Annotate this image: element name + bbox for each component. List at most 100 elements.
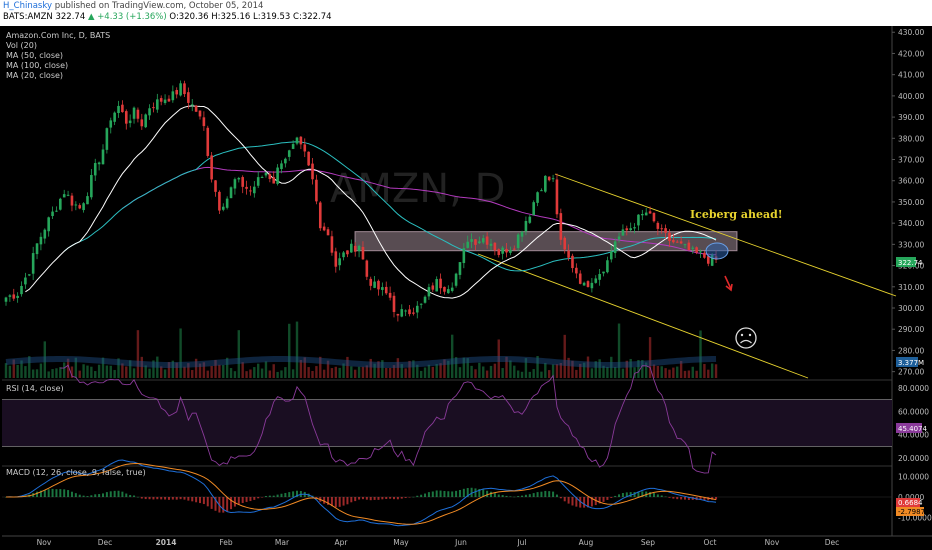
macd-histogram-bar [51,488,54,497]
macd-histogram-bar [187,497,190,501]
volume-bar [555,364,559,378]
time-tick-label: Apr [335,538,349,547]
candle-body [117,105,120,114]
volume-bar [365,365,369,378]
candle-body [55,210,58,212]
candle-body [520,231,524,237]
volume-bar [322,369,326,378]
macd-histogram-bar [625,492,628,497]
published-text: published on TradingView.com, October 05… [54,1,264,11]
volume-bar [454,357,458,378]
macd-histogram-bar [637,491,640,497]
candle-body [369,278,373,286]
volume-bar [594,361,597,378]
chart-canvas[interactable]: AMZN, D 270.00 280.00 290.00 300.00 310.00 32… [0,26,932,550]
volume-bar [136,330,140,378]
candle-body [128,120,132,124]
macd-histogram-bar [587,497,589,508]
volume-bar [385,367,388,378]
macd-histogram-bar [610,497,613,498]
candle-body [625,228,629,231]
macd-histogram-bar [330,497,333,507]
candle-body [691,247,695,249]
candle-body [272,177,276,184]
candle-body [353,245,357,252]
author-link[interactable]: H_Chinasky [3,1,52,11]
candle-body [31,253,35,274]
macd-histogram-bar [102,493,104,497]
macd-histogram-bar [594,497,597,506]
candle-body [74,204,78,206]
price-tick-label: 410.00 [898,71,924,80]
candle-body [489,243,493,246]
candle-body [481,238,485,243]
macd-histogram-bar [703,497,706,501]
candle-body [419,303,423,305]
candle-body [334,251,338,267]
quote-line: BATS:AMZN 322.74 ▲ +4.33 (+1.36%) O:320.… [3,12,332,22]
time-tick-label: Mar [275,538,290,547]
candle-body [210,155,213,180]
ohlc-open: O:320.36 [169,12,209,22]
macd-histogram-bar [393,497,395,500]
macd-histogram-bar [361,497,364,500]
candle-body [12,294,16,299]
candle-body [652,212,656,222]
volume-bar [590,368,594,378]
volume-bar [458,367,462,378]
macd-histogram-bar [521,495,524,497]
macd-histogram-bar [420,494,423,497]
macd-histogram-bar [98,494,101,497]
volume-bar [520,371,524,378]
candle-body [384,286,388,294]
candle-body [396,313,400,316]
volume-bar [714,364,718,378]
candle-body [124,111,128,124]
volume-bar [198,363,202,378]
candle-body [20,285,23,295]
macd-histogram-bar [109,491,112,497]
macd-histogram-bar [261,497,264,498]
candle-body [109,120,113,128]
channel-lower [477,253,809,379]
candle-body [602,271,605,274]
macd-histogram-bar [408,497,411,498]
channel-upper [554,173,897,297]
volume-bar [377,361,380,378]
volume-bar [419,370,423,378]
macd-histogram-bar [579,497,582,508]
price-tick-label: 350.00 [898,198,924,207]
candle-body [404,310,407,312]
candle-body [78,205,82,209]
macd-histogram-bar [156,497,159,500]
macd-histogram-bar [668,497,671,498]
macd-histogram-bar [424,493,427,497]
candle-body [431,285,435,290]
macd-histogram-bar [567,497,570,504]
candle-body [528,216,532,223]
candle-body [613,241,617,254]
volume-bar [20,360,23,378]
down-arrow-icon [724,275,733,292]
macd-histogram-bar [55,489,58,497]
macd-histogram-bar [571,497,574,506]
volume-bar [59,367,62,378]
candle-body [575,267,578,274]
volume-bar [474,369,477,378]
macd-histogram-bar [39,490,42,497]
macd-histogram-bar [552,491,555,497]
time-axis[interactable]: Nov Dec 2014 Feb Mar Apr May Jun Jul Aug Sep Oct Nov… [37,538,840,547]
macd-histogram-bar [226,497,229,512]
volume-bar [451,334,454,378]
volume-bar [163,369,167,378]
volume-ma [5,356,717,369]
candle-body [381,287,384,290]
volume-bar [156,356,159,378]
volume-bar [435,364,438,378]
macd-histogram-bar [206,497,209,507]
ohlc-close: C:322.74 [293,12,332,22]
candle-body [260,177,264,179]
volume-bar [16,364,19,378]
volume-bar [400,364,403,378]
macd-tick-label: 10.0000 [898,472,929,481]
